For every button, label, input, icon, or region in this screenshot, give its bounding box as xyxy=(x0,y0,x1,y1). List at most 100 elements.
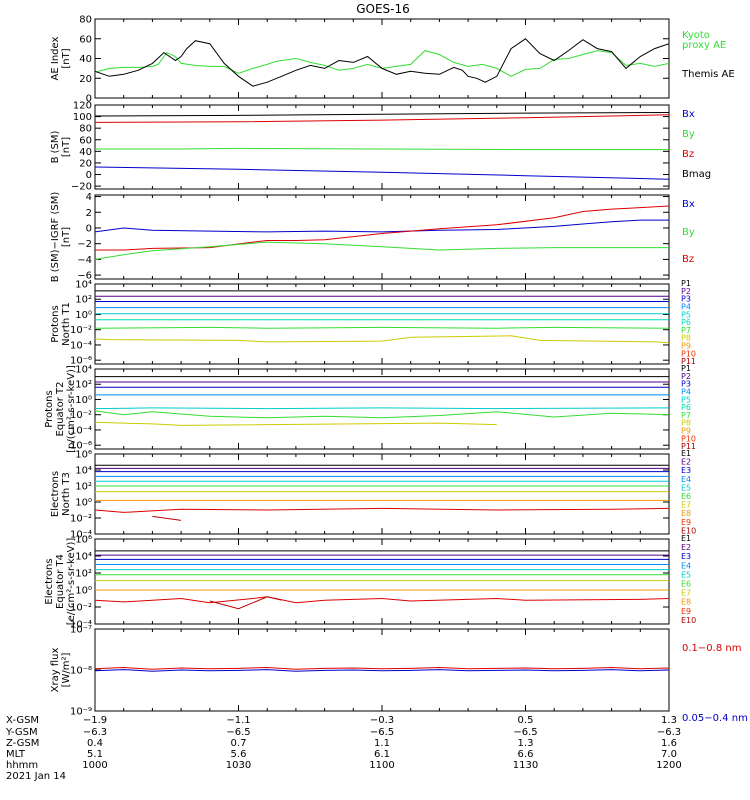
y-tick-label: −4 xyxy=(77,255,92,266)
time-row-value: 6.1 xyxy=(374,749,390,760)
series-line-p5 xyxy=(95,407,669,410)
y-axis-label: [nT] xyxy=(61,227,72,247)
series-group xyxy=(95,376,669,426)
panel-frame xyxy=(94,18,670,99)
series-line-bz xyxy=(95,114,669,123)
time-row-value: −1.1 xyxy=(226,715,250,726)
time-row-value: 0.4 xyxy=(87,738,103,749)
legend-entry: E1 xyxy=(681,449,691,458)
y-tick-label: 10⁴ xyxy=(75,365,92,376)
series-line-by xyxy=(95,147,669,151)
y-axis-label: [nT] xyxy=(61,137,72,157)
time-row-mlt: MLT 5.1 5.6 6.1 6.6 7.0 xyxy=(6,749,677,760)
time-row-value: 1.1 xyxy=(374,738,390,749)
y-tick-label: 10⁻⁴ xyxy=(70,530,92,541)
y-tick-label: 4 xyxy=(86,192,92,203)
y-tick-label: 10⁶ xyxy=(75,535,92,546)
legend-entry: E7 xyxy=(681,589,691,598)
time-row-value: −6.3 xyxy=(83,727,107,738)
y-tick-label: 10⁻⁴ xyxy=(70,340,92,351)
legend-entry: E4 xyxy=(681,475,691,484)
panel-frame xyxy=(94,538,670,625)
y-axis-label: Equator T4 xyxy=(55,554,66,609)
time-row-value: 6.6 xyxy=(518,749,534,760)
legend-entry: P5 xyxy=(681,310,691,319)
y-tick-label: 10⁻⁴ xyxy=(70,425,92,436)
legend: Bx By Bz xyxy=(682,199,695,265)
legend-entry: E5 xyxy=(681,570,691,579)
series-group xyxy=(95,666,669,672)
time-row-value: −6.5 xyxy=(226,727,250,738)
y-tick-label: 10⁻⁶ xyxy=(70,356,92,367)
y-tick-label: 80 xyxy=(79,124,92,135)
legend-entry: P8 xyxy=(681,334,691,343)
series-line-bx xyxy=(95,166,669,180)
panel-frame xyxy=(94,104,670,190)
y-axis-label: [nT] xyxy=(61,48,72,68)
legend-entry: P4 xyxy=(681,387,691,396)
y-tick-label: 10⁶ xyxy=(75,450,92,461)
legend-entry: P2 xyxy=(681,287,691,296)
legend-entry: E8 xyxy=(681,509,691,518)
y-axis-label: AE Index xyxy=(50,36,61,80)
legend-entry: E9 xyxy=(681,607,691,616)
time-row-value: 1100 xyxy=(369,760,394,771)
y-axis-label: Protons xyxy=(44,390,55,427)
legend-entry: P1 xyxy=(681,279,691,288)
y-tick-label: 0 xyxy=(86,223,92,234)
series-line-e10 xyxy=(209,596,282,610)
legend-entry: Bx xyxy=(682,199,695,210)
y-axis-label: [W/m²] xyxy=(61,652,72,687)
legend-entry: Kyoto xyxy=(682,30,710,41)
series-line-0-1-0-8-nm xyxy=(95,666,669,670)
panel-bdiff: −6 −4 −2 0 2 4 B (SM)−IGRF (SM) [nT] Bx By Bz xyxy=(50,192,695,283)
y-tick-label: 10² xyxy=(75,569,92,580)
panel-protons_t1: 10⁻⁶ 10⁻⁴ 10⁻² 10⁰ 10² 10⁴ Protons North T1 P1P2… xyxy=(50,279,696,367)
legend-entry: Bz xyxy=(682,149,694,160)
legend-entry: E4 xyxy=(681,561,691,570)
legend-entry: P6 xyxy=(681,318,691,327)
y-tick-label: 10⁴ xyxy=(75,280,92,291)
time-row-value: 0.7 xyxy=(231,738,247,749)
y-tick-label: 40 xyxy=(79,54,92,65)
time-row-value: −6.5 xyxy=(513,727,537,738)
legend-entry: P11 xyxy=(681,357,696,366)
legend-entry: P2 xyxy=(681,372,691,381)
panel-xray: 10⁻⁹ 10⁻⁸ 10⁻⁷ Xray flux [W/m²] 0.1−0.8 nm 0.0… xyxy=(50,625,748,725)
time-row-value: −6.3 xyxy=(657,727,681,738)
y-axis-label: North T3 xyxy=(61,472,72,516)
panel-electrons_t4: 10⁻⁴ 10⁻² 10⁰ 10² 10⁴ 10⁶ Electrons Equator T4[… xyxy=(44,534,696,631)
legend: 0.1−0.8 nm 0.05−0.4 nm xyxy=(682,643,748,724)
legend-entry: E3 xyxy=(681,552,691,561)
y-axis-label: [e/(cm²-s-sr-keV)] xyxy=(66,538,77,626)
time-row-value: 1.6 xyxy=(661,738,677,749)
legend-entry: 0.1−0.8 nm xyxy=(682,643,741,654)
panel-frame xyxy=(94,453,670,535)
time-row-label: hhmm xyxy=(6,760,38,771)
series-line-e10 xyxy=(152,515,182,521)
series-line-bmag xyxy=(95,112,669,117)
y-tick-label: 120 xyxy=(73,101,92,112)
y-tick-label: 10⁻⁸ xyxy=(70,666,92,677)
legend-entry: E2 xyxy=(681,458,691,467)
time-row-x-gsm: X-GSM −1.9 −1.1 −0.3 0.5 1.3 xyxy=(6,715,677,726)
y-axis-label: Equator T2 xyxy=(55,382,66,437)
time-row-value: 1000 xyxy=(82,760,107,771)
legend-entry: P10 xyxy=(681,349,696,358)
y-tick-label: 80 xyxy=(79,15,92,26)
series-line-p8 xyxy=(95,335,669,344)
series-line-p7 xyxy=(95,421,497,426)
legend-entry: E7 xyxy=(681,501,691,510)
y-tick-label: 10⁻⁹ xyxy=(70,707,92,718)
y-axis-label: Electrons xyxy=(50,471,61,517)
legend-entry: P9 xyxy=(681,342,691,351)
legend-entry: P7 xyxy=(681,411,691,420)
y-tick-label: 20 xyxy=(79,158,92,169)
y-axis-label: B (SM)−IGRF (SM) xyxy=(50,192,61,283)
legend-entry: E1 xyxy=(681,534,691,543)
time-row-value: 1200 xyxy=(656,760,681,771)
